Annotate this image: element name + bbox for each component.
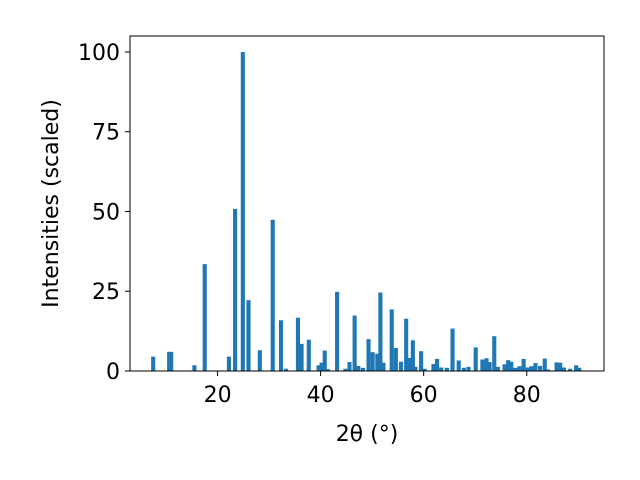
bar xyxy=(525,367,530,371)
bar xyxy=(439,367,444,371)
bar xyxy=(435,358,440,371)
bar xyxy=(533,363,538,371)
bar xyxy=(378,292,383,371)
bar xyxy=(567,368,573,371)
x-axis-label: 2θ (°) xyxy=(336,422,399,447)
bar xyxy=(319,362,324,371)
x-tick-label: 80 xyxy=(513,383,541,408)
bar xyxy=(169,351,174,371)
bar xyxy=(389,309,394,371)
bar xyxy=(316,365,321,371)
bar xyxy=(506,360,511,371)
bar xyxy=(456,360,461,371)
bar xyxy=(202,264,207,371)
bar xyxy=(419,351,424,371)
bar xyxy=(513,367,518,371)
bar xyxy=(278,320,284,371)
plot-frame xyxy=(129,35,605,372)
y-tick-label: 0 xyxy=(106,360,120,385)
bar xyxy=(422,368,427,371)
bar xyxy=(413,366,418,371)
bar xyxy=(542,358,547,371)
bar xyxy=(270,219,275,371)
bar xyxy=(352,315,357,371)
bar xyxy=(257,350,262,371)
bar xyxy=(484,358,489,371)
bar xyxy=(335,291,340,371)
bar xyxy=(343,368,348,371)
bar xyxy=(306,339,311,371)
y-tick-label: 50 xyxy=(92,200,120,225)
x-tick-label: 40 xyxy=(307,383,335,408)
bar xyxy=(561,367,566,371)
bar xyxy=(545,369,550,371)
bar xyxy=(517,366,522,371)
bar xyxy=(450,328,455,371)
bar xyxy=(473,347,478,371)
bar xyxy=(509,361,514,371)
bar xyxy=(299,343,304,371)
bar xyxy=(322,350,327,371)
bar xyxy=(347,362,352,371)
y-axis-label: Intensities (scaled) xyxy=(39,99,64,308)
bar xyxy=(366,339,371,371)
bar xyxy=(577,367,582,371)
bar xyxy=(233,208,238,371)
bar xyxy=(246,300,251,371)
bar xyxy=(360,367,365,371)
bar xyxy=(521,358,526,371)
x-tick-label: 20 xyxy=(204,383,232,408)
bar xyxy=(492,336,497,371)
bar xyxy=(529,366,534,371)
bar xyxy=(407,357,412,371)
bar xyxy=(444,367,449,371)
bars-group xyxy=(151,51,582,371)
bar xyxy=(487,362,492,371)
bar xyxy=(356,365,361,371)
bar xyxy=(375,353,380,371)
bar xyxy=(381,362,386,371)
bar xyxy=(480,359,485,371)
bar xyxy=(284,368,289,371)
bar xyxy=(393,348,398,371)
bar xyxy=(495,366,500,371)
x-tick-label: 60 xyxy=(410,383,438,408)
bar xyxy=(404,318,409,371)
bar xyxy=(574,365,579,371)
bar xyxy=(558,362,563,371)
bar xyxy=(431,363,436,371)
ticks-group: 20 40 60 80 0 25 50 75 100 xyxy=(78,41,541,408)
bar xyxy=(295,317,301,371)
bar xyxy=(410,340,415,371)
bar xyxy=(240,51,245,371)
bar xyxy=(538,365,543,371)
bar xyxy=(466,366,471,371)
bar xyxy=(398,361,404,371)
bar xyxy=(151,356,156,371)
bar xyxy=(226,356,231,371)
bar xyxy=(192,365,197,371)
bar xyxy=(502,364,507,371)
bar xyxy=(554,362,559,371)
y-tick-label: 75 xyxy=(92,121,120,146)
bar xyxy=(461,367,466,371)
bar xyxy=(370,352,375,371)
bar xyxy=(325,369,330,371)
y-tick-label: 100 xyxy=(78,41,120,66)
y-tick-label: 25 xyxy=(92,280,120,305)
